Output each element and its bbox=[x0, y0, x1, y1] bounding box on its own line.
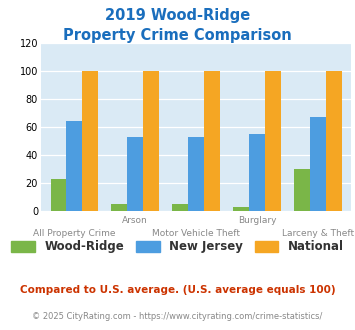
Bar bbox=[310, 117, 326, 211]
Text: Burglary: Burglary bbox=[238, 216, 276, 225]
Bar bbox=[82, 71, 98, 211]
Bar bbox=[143, 71, 159, 211]
Bar bbox=[326, 71, 342, 211]
Text: Compared to U.S. average. (U.S. average equals 100): Compared to U.S. average. (U.S. average … bbox=[20, 285, 335, 295]
Bar bbox=[111, 204, 127, 211]
Bar bbox=[188, 137, 204, 211]
Bar bbox=[294, 169, 310, 211]
Bar bbox=[204, 71, 220, 211]
Bar bbox=[173, 204, 188, 211]
Bar bbox=[50, 179, 66, 211]
Bar bbox=[66, 121, 82, 211]
Text: © 2025 CityRating.com - https://www.cityrating.com/crime-statistics/: © 2025 CityRating.com - https://www.city… bbox=[32, 312, 323, 321]
Bar bbox=[265, 71, 281, 211]
Text: Motor Vehicle Theft: Motor Vehicle Theft bbox=[152, 229, 240, 238]
Text: Larceny & Theft: Larceny & Theft bbox=[282, 229, 354, 238]
Text: 2019 Wood-Ridge: 2019 Wood-Ridge bbox=[105, 8, 250, 23]
Bar bbox=[127, 137, 143, 211]
Text: All Property Crime: All Property Crime bbox=[33, 229, 116, 238]
Text: Property Crime Comparison: Property Crime Comparison bbox=[63, 28, 292, 43]
Bar bbox=[233, 207, 249, 211]
Bar bbox=[249, 134, 265, 211]
Text: Arson: Arson bbox=[122, 216, 148, 225]
Legend: Wood-Ridge, New Jersey, National: Wood-Ridge, New Jersey, National bbox=[7, 236, 348, 258]
